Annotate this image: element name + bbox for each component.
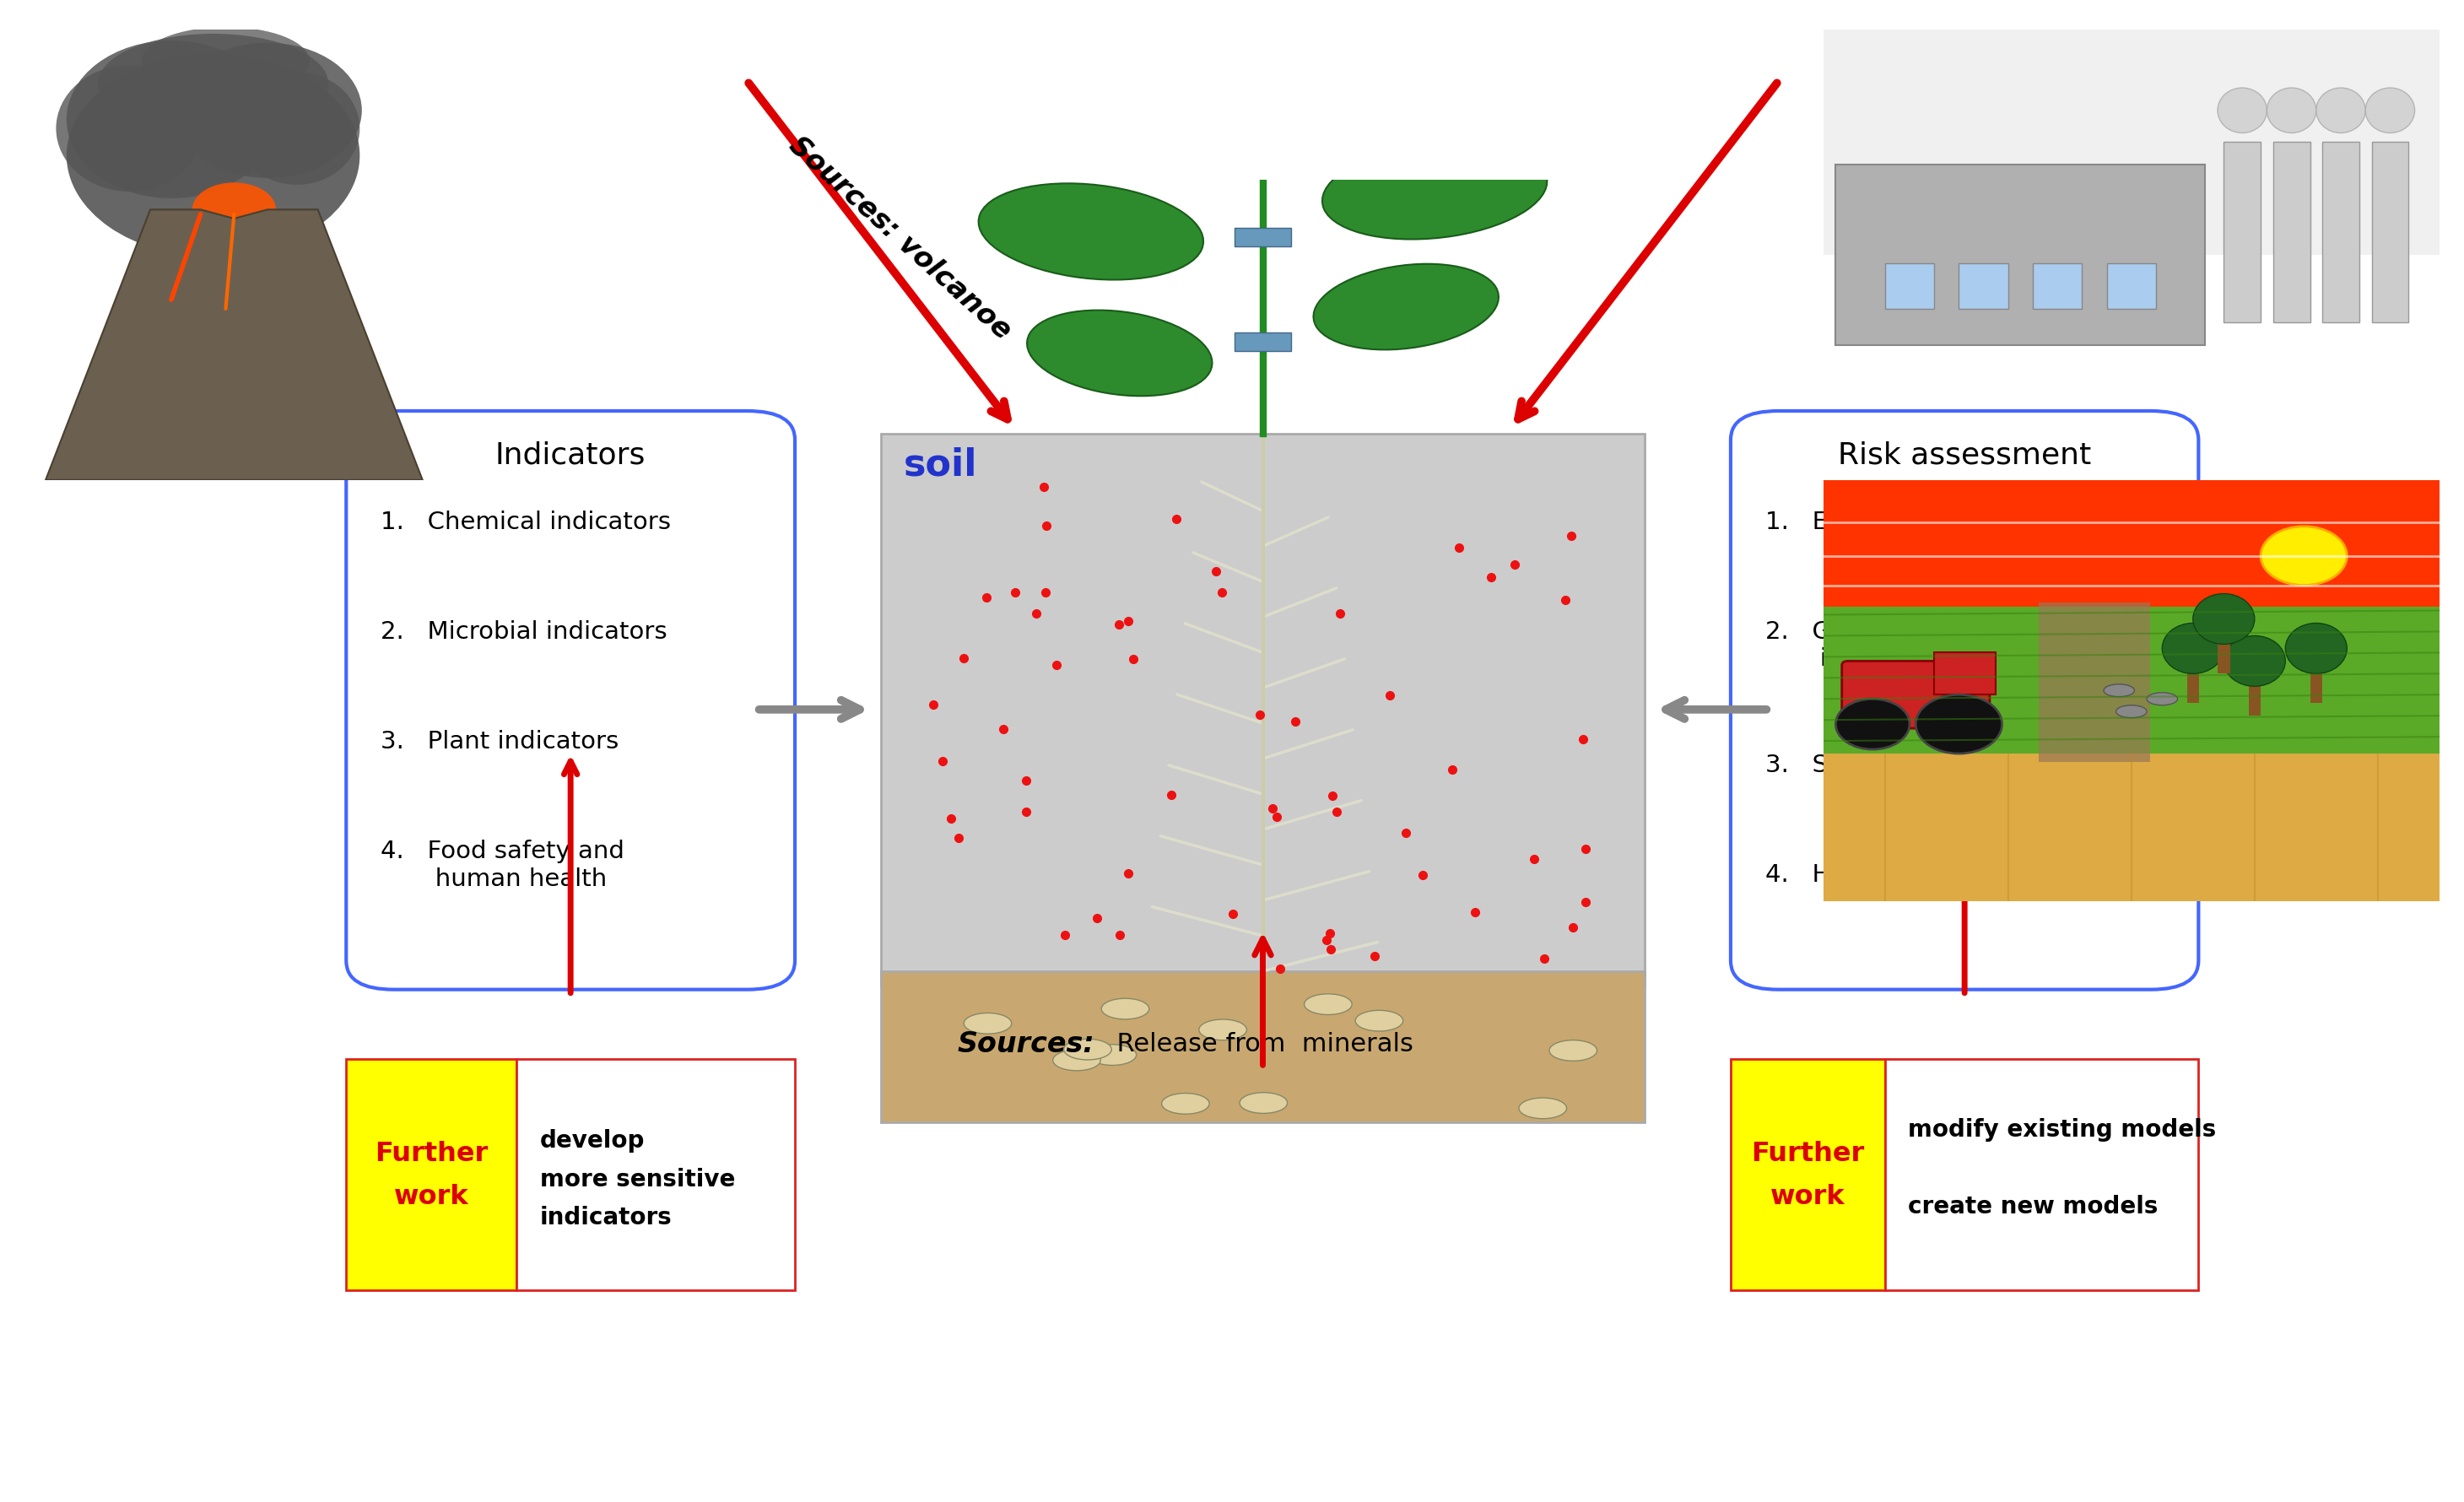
FancyBboxPatch shape [1843, 661, 1991, 728]
Ellipse shape [2193, 595, 2255, 644]
FancyBboxPatch shape [2033, 264, 2082, 309]
FancyBboxPatch shape [1959, 264, 2008, 309]
Ellipse shape [2117, 706, 2146, 718]
FancyBboxPatch shape [2218, 640, 2230, 674]
Text: Sources:: Sources: [956, 1030, 1094, 1057]
FancyBboxPatch shape [1823, 754, 2439, 901]
Text: Further
work: Further work [375, 1140, 488, 1209]
Text: develop
more sensitive
indicators: develop more sensitive indicators [540, 1128, 734, 1229]
Ellipse shape [234, 74, 360, 185]
Ellipse shape [2365, 89, 2415, 134]
FancyBboxPatch shape [1823, 30, 2439, 255]
Circle shape [2262, 527, 2348, 586]
FancyBboxPatch shape [2311, 670, 2324, 703]
Text: modify existing models

create new models: modify existing models create new models [1907, 1117, 2215, 1218]
Ellipse shape [2316, 89, 2365, 134]
FancyBboxPatch shape [345, 412, 796, 990]
Ellipse shape [2225, 637, 2287, 686]
Ellipse shape [1027, 311, 1212, 397]
Ellipse shape [1101, 999, 1148, 1020]
Ellipse shape [1064, 1039, 1111, 1060]
FancyBboxPatch shape [1234, 333, 1291, 351]
Ellipse shape [172, 44, 362, 179]
Text: 3.   Plant indicators: 3. Plant indicators [379, 730, 618, 753]
Ellipse shape [1313, 264, 1498, 350]
FancyBboxPatch shape [2370, 143, 2410, 323]
FancyBboxPatch shape [1934, 653, 1996, 695]
Ellipse shape [1518, 1098, 1567, 1119]
Ellipse shape [99, 35, 328, 134]
FancyBboxPatch shape [1730, 412, 2198, 990]
FancyBboxPatch shape [882, 434, 1646, 985]
FancyBboxPatch shape [2225, 143, 2262, 323]
Ellipse shape [2146, 692, 2178, 706]
Ellipse shape [1303, 994, 1353, 1015]
Ellipse shape [1550, 1041, 1597, 1062]
FancyBboxPatch shape [2188, 670, 2200, 703]
Ellipse shape [2163, 623, 2225, 674]
Ellipse shape [2218, 89, 2267, 134]
Circle shape [1917, 695, 2001, 754]
FancyBboxPatch shape [1836, 165, 2205, 345]
FancyBboxPatch shape [882, 972, 1646, 1123]
Text: Further
work: Further work [1752, 1140, 1865, 1209]
Text: 1.   Ecological risk: 1. Ecological risk [1764, 509, 1988, 533]
FancyBboxPatch shape [1234, 228, 1291, 248]
FancyBboxPatch shape [2274, 143, 2311, 323]
FancyBboxPatch shape [2247, 682, 2262, 716]
Ellipse shape [192, 183, 276, 237]
Text: 4.   Food safety and
       human health: 4. Food safety and human health [379, 840, 623, 891]
Text: Risk assessment: Risk assessment [1838, 440, 2092, 469]
Ellipse shape [978, 185, 1202, 281]
Text: soil: soil [904, 446, 978, 482]
Text: 4.   Human health risk: 4. Human health risk [1764, 862, 2038, 886]
Text: 2.   Microbial indicators: 2. Microbial indicators [379, 620, 668, 643]
FancyBboxPatch shape [2324, 143, 2361, 323]
Ellipse shape [1052, 1050, 1101, 1071]
Ellipse shape [2104, 685, 2134, 697]
Ellipse shape [1323, 144, 1547, 240]
Ellipse shape [2267, 89, 2316, 134]
FancyBboxPatch shape [2107, 264, 2156, 309]
Text: 1.   Chemical indicators: 1. Chemical indicators [379, 509, 670, 533]
Text: 2.   Geo-accumulation
       index: 2. Geo-accumulation index [1764, 620, 2038, 671]
Text: Release from  minerals: Release from minerals [1101, 1032, 1414, 1056]
Ellipse shape [963, 1014, 1013, 1033]
FancyBboxPatch shape [2040, 602, 2149, 763]
Ellipse shape [67, 56, 360, 258]
Ellipse shape [1355, 1011, 1402, 1032]
Ellipse shape [57, 66, 202, 192]
Ellipse shape [2287, 623, 2348, 674]
Ellipse shape [1254, 62, 1424, 137]
Circle shape [1836, 700, 1910, 749]
Ellipse shape [1239, 1093, 1286, 1113]
Ellipse shape [143, 29, 310, 96]
Ellipse shape [1161, 1093, 1210, 1114]
Ellipse shape [67, 42, 276, 198]
FancyBboxPatch shape [1823, 607, 2439, 754]
FancyBboxPatch shape [1823, 481, 2439, 607]
Text: 3.   SPI and NCI: 3. SPI and NCI [1764, 753, 1954, 777]
FancyBboxPatch shape [1885, 264, 1934, 309]
Ellipse shape [1089, 1045, 1136, 1065]
Ellipse shape [1200, 1020, 1247, 1041]
Polygon shape [47, 210, 424, 481]
Text: Sources: volcanoe: Sources: volcanoe [784, 131, 1018, 345]
Text: Indicators: Indicators [495, 440, 646, 469]
FancyBboxPatch shape [345, 1059, 517, 1290]
Ellipse shape [1055, 93, 1242, 176]
FancyBboxPatch shape [1730, 1059, 1885, 1290]
FancyBboxPatch shape [517, 1059, 796, 1290]
FancyBboxPatch shape [1885, 1059, 2198, 1290]
